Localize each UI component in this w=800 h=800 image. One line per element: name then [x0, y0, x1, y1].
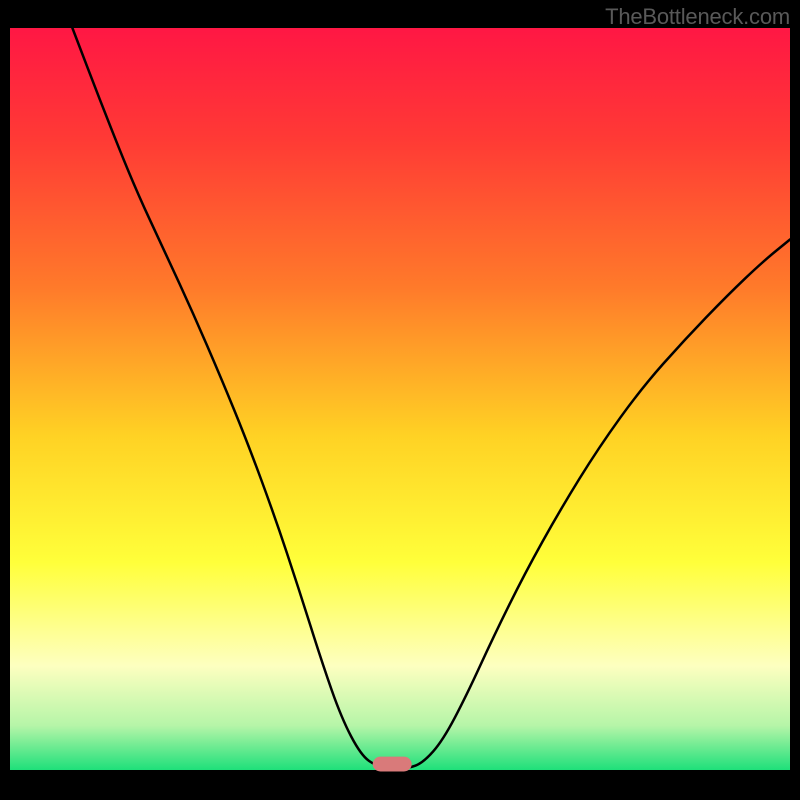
- watermark-text: TheBottleneck.com: [605, 4, 790, 30]
- bottleneck-chart: [0, 0, 800, 800]
- optimal-point-marker: [373, 757, 412, 772]
- chart-container: TheBottleneck.com: [0, 0, 800, 800]
- chart-gradient-bg: [10, 28, 790, 770]
